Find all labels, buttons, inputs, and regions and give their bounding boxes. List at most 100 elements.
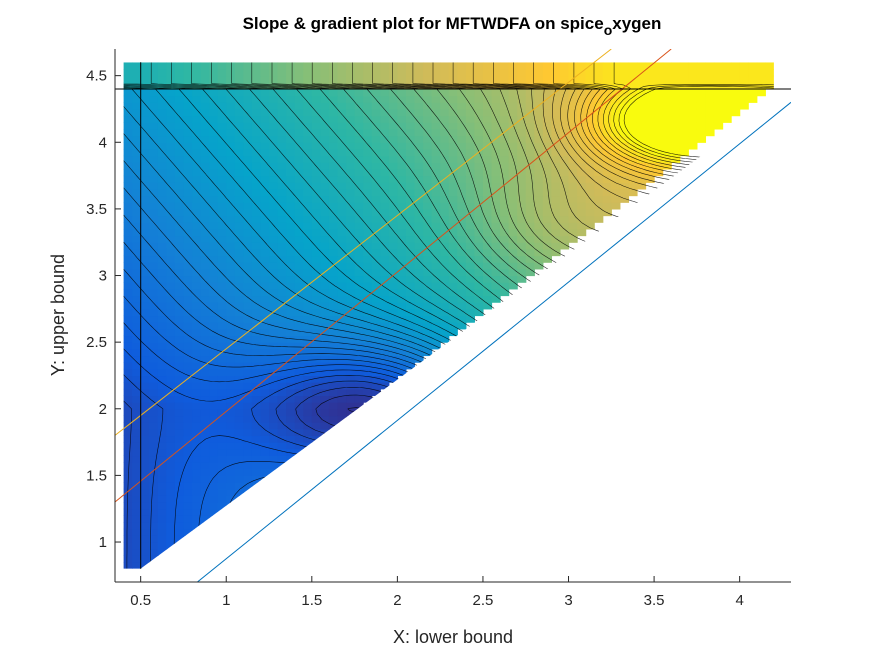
heatmap-cell: [132, 208, 142, 217]
heatmap-cell: [192, 175, 202, 183]
heatmap-cell: [192, 408, 202, 417]
heatmap-cell: [371, 388, 381, 397]
heatmap-cell: [286, 128, 296, 137]
heatmap-cell: [132, 255, 142, 263]
heatmap-cell: [243, 95, 253, 103]
heatmap-cell: [209, 462, 219, 470]
heatmap-cell: [286, 255, 296, 263]
heatmap-cell: [303, 228, 313, 237]
heatmap-cell: [311, 368, 321, 377]
heatmap-cell: [688, 122, 698, 130]
heatmap-cell: [226, 202, 236, 210]
heatmap-cell: [132, 308, 142, 317]
heatmap-cell: [311, 315, 321, 323]
heatmap-cell: [200, 428, 210, 437]
heatmap-cell: [132, 355, 142, 363]
heatmap-cell: [542, 135, 553, 143]
heatmap-cell: [713, 95, 724, 103]
heatmap-cell: [260, 395, 270, 403]
heatmap-cell: [294, 162, 304, 170]
heatmap-cell: [200, 488, 210, 496]
heatmap-cell: [397, 188, 407, 197]
heatmap-cell: [508, 242, 518, 250]
heatmap-cell: [662, 68, 672, 77]
heatmap-cell: [132, 135, 142, 143]
heatmap-cell: [217, 195, 227, 203]
heatmap-cell: [286, 262, 296, 270]
heatmap-cell: [559, 148, 570, 157]
heatmap-cell: [140, 462, 150, 470]
heatmap-cell: [448, 115, 458, 123]
heatmap-cell: [397, 315, 407, 323]
heatmap-cell: [577, 188, 587, 197]
heatmap-cell: [482, 155, 493, 163]
heatmap-cell: [371, 108, 381, 117]
heatmap-cell: [260, 335, 270, 343]
heatmap-cell: [371, 255, 381, 263]
heatmap-cell: [654, 122, 664, 130]
heatmap-cell: [346, 388, 356, 397]
heatmap-cell: [414, 262, 424, 270]
heatmap-cell: [157, 528, 167, 536]
heatmap-cell: [311, 348, 321, 357]
heatmap-cell: [183, 275, 193, 283]
heatmap-cell: [217, 242, 227, 250]
heatmap-cell: [619, 182, 630, 190]
heatmap-cell: [174, 348, 185, 357]
heatmap-cell: [482, 262, 493, 270]
heatmap-cell: [636, 95, 647, 103]
heatmap-cell: [269, 162, 279, 170]
heatmap-cell: [457, 175, 467, 183]
heatmap-cell: [303, 135, 313, 143]
heatmap-cell: [251, 328, 262, 337]
heatmap-cell: [166, 88, 176, 97]
heatmap-cell: [183, 88, 193, 97]
heatmap-cell: [132, 502, 142, 510]
heatmap-cell: [602, 62, 612, 70]
heatmap-cell: [363, 62, 373, 70]
heatmap-cell: [534, 148, 544, 157]
heatmap-cell: [337, 335, 347, 343]
heatmap-cell: [166, 288, 176, 297]
heatmap-cell: [132, 348, 142, 357]
heatmap-cell: [380, 95, 390, 103]
heatmap-cell: [405, 182, 416, 190]
heatmap-cell: [123, 308, 133, 317]
heatmap-cell: [132, 122, 142, 130]
heatmap-cell: [217, 122, 227, 130]
heatmap-cell: [337, 222, 347, 230]
heatmap-cell: [200, 248, 210, 257]
heatmap-cell: [269, 375, 279, 383]
heatmap-cell: [174, 195, 185, 203]
heatmap-cell: [269, 95, 279, 103]
heatmap-cell: [405, 195, 416, 203]
heatmap-cell: [260, 428, 270, 437]
heatmap-cell: [217, 275, 227, 283]
heatmap-cell: [234, 115, 244, 123]
heatmap-cell: [337, 135, 347, 143]
heatmap-cell: [149, 535, 159, 543]
heatmap-cell: [320, 115, 330, 123]
heatmap-cell: [200, 148, 210, 157]
heatmap-cell: [405, 208, 416, 217]
heatmap-cell: [192, 315, 202, 323]
heatmap-cell: [654, 68, 664, 77]
heatmap-cell: [294, 122, 304, 130]
heatmap-cell: [140, 435, 150, 443]
heatmap-cell: [559, 208, 570, 217]
heatmap-cell: [371, 135, 381, 143]
heatmap-cell: [132, 562, 142, 569]
heatmap-cell: [756, 75, 766, 83]
heatmap-cell: [585, 175, 595, 183]
heatmap-cell: [243, 348, 253, 357]
heatmap-cell: [286, 95, 296, 103]
heatmap-cell: [337, 415, 347, 423]
heatmap-cell: [192, 115, 202, 123]
heatmap-cell: [286, 428, 296, 437]
heatmap-cell: [149, 328, 159, 337]
heatmap-cell: [260, 408, 270, 417]
heatmap-cell: [226, 368, 236, 377]
heatmap-cell: [380, 288, 390, 297]
heatmap-cell: [371, 248, 381, 257]
heatmap-cell: [363, 368, 373, 377]
